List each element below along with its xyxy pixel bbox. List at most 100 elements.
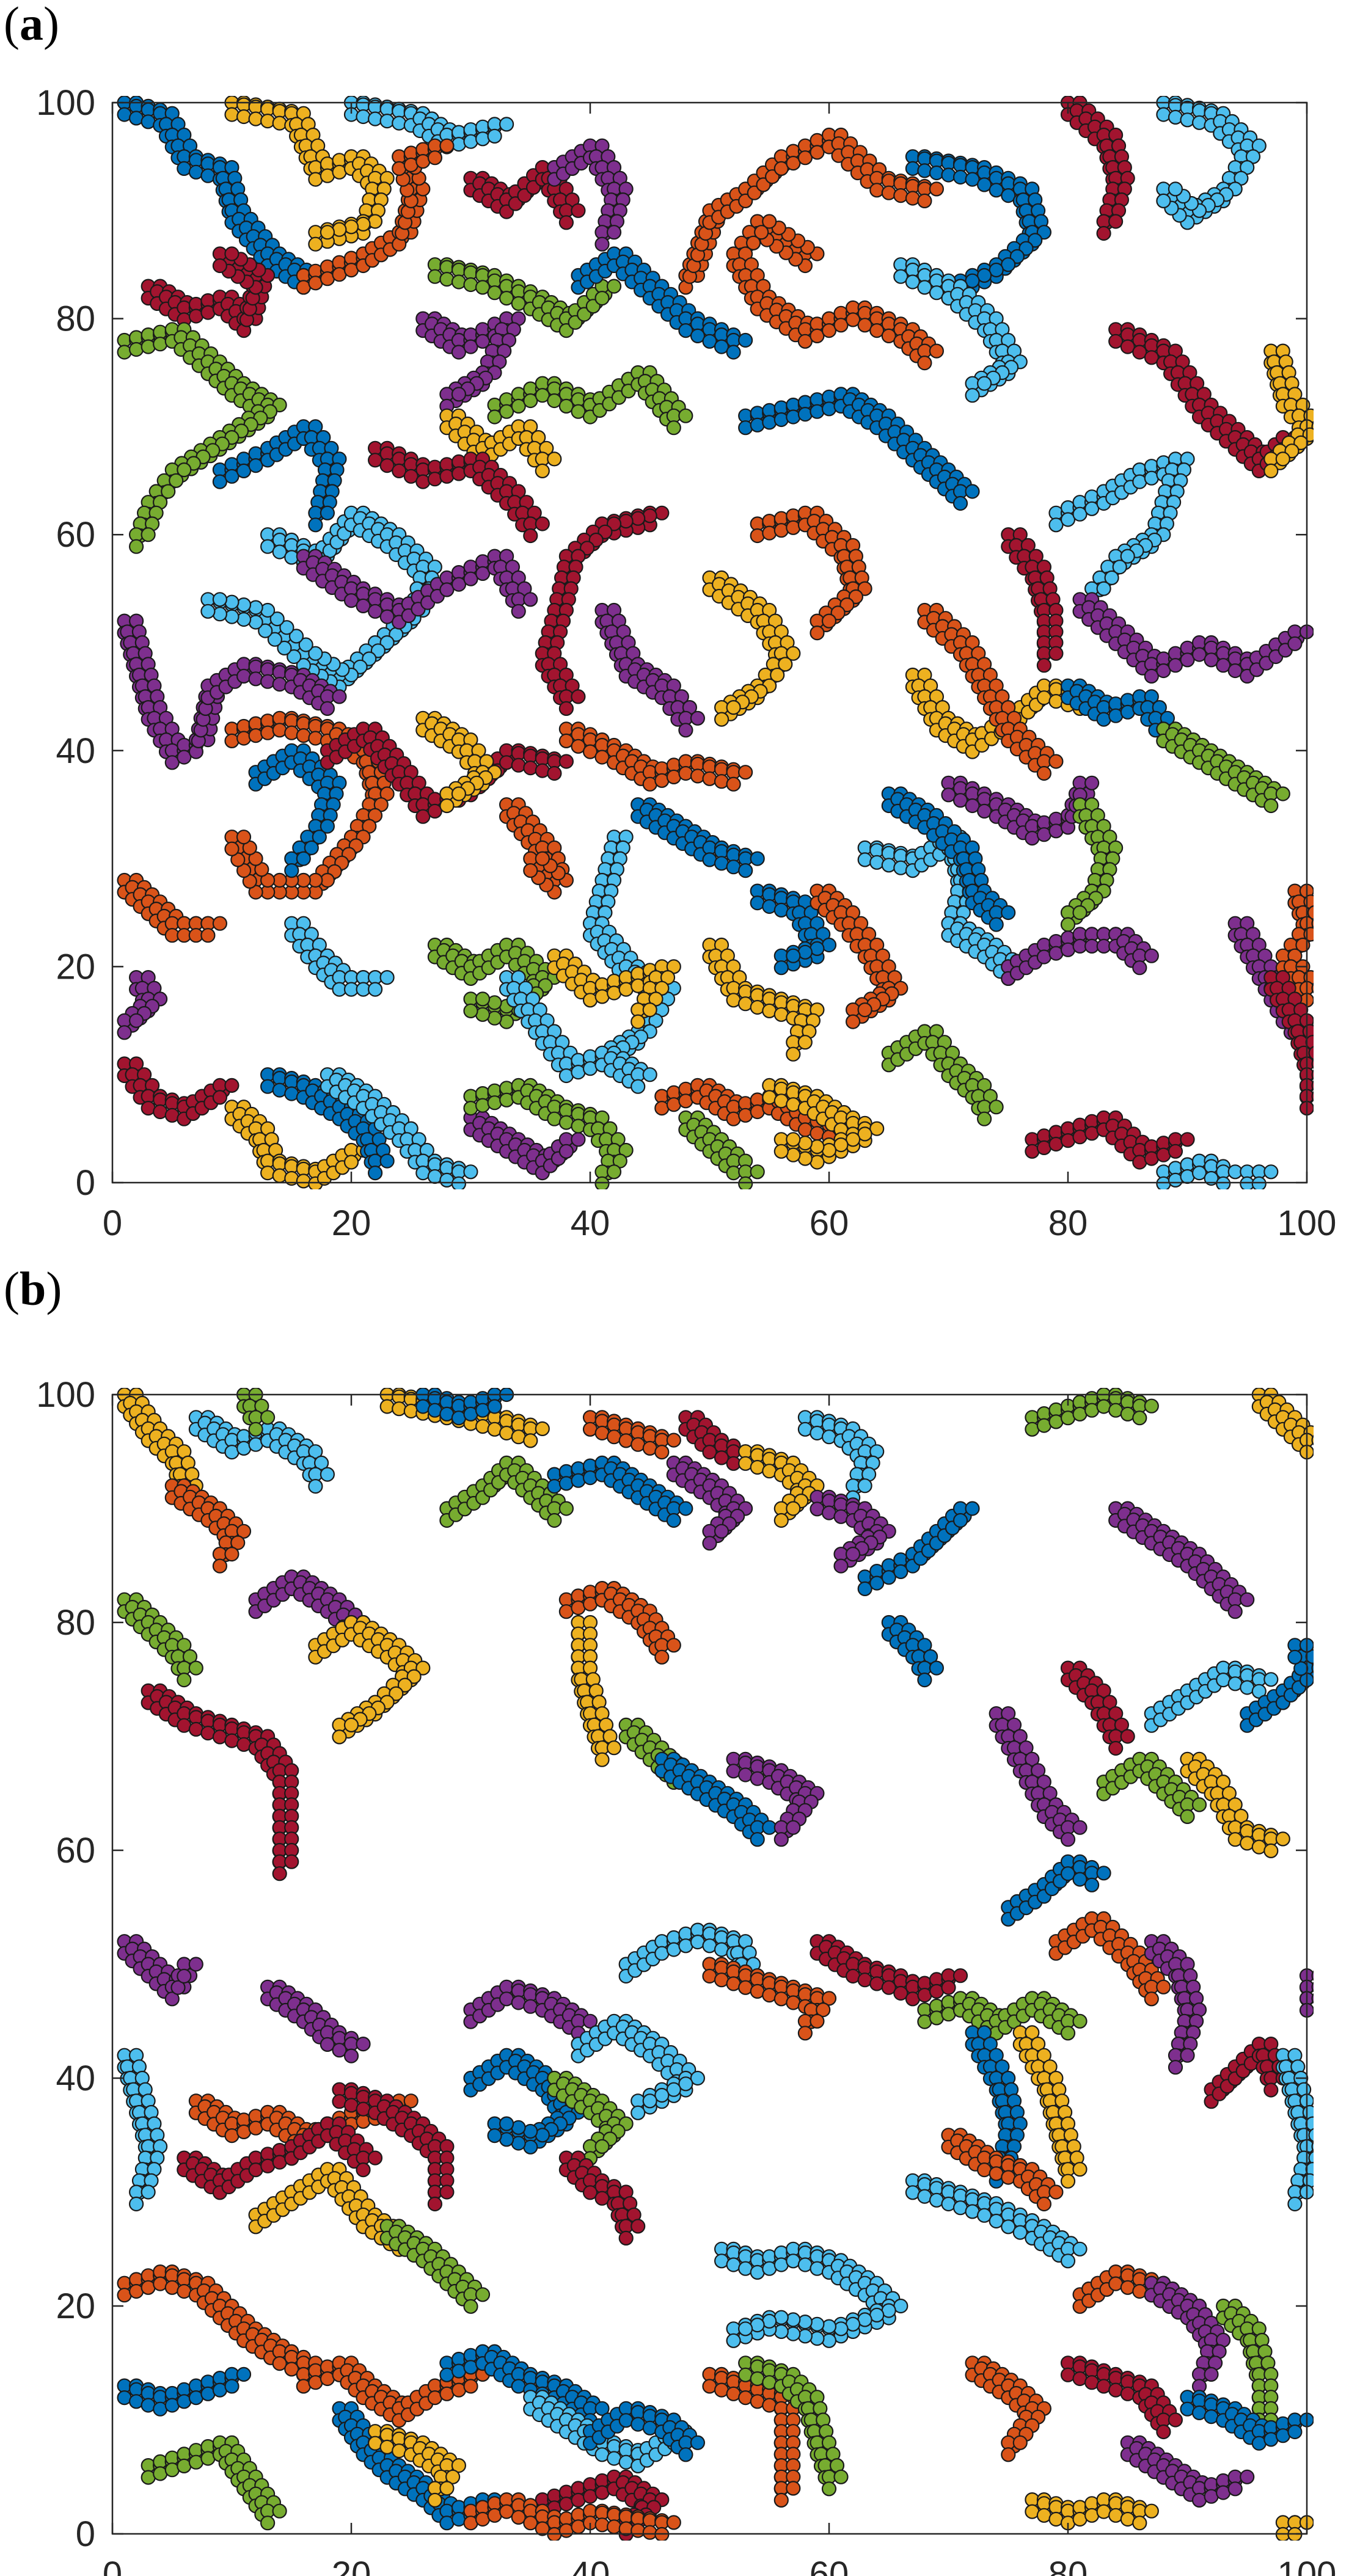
data-point xyxy=(379,609,395,624)
data-point xyxy=(248,600,263,615)
data-point xyxy=(810,625,825,641)
cluster-green xyxy=(881,1024,1004,1126)
data-point xyxy=(511,296,526,311)
data-point xyxy=(582,1470,598,1486)
data-point xyxy=(917,355,932,371)
data-point xyxy=(236,611,252,627)
data-point xyxy=(439,272,455,287)
data-point xyxy=(236,668,252,684)
cluster-orange xyxy=(558,721,753,792)
data-point xyxy=(702,771,717,786)
data-point xyxy=(463,1003,478,1019)
cluster-blue xyxy=(631,797,765,878)
data-point xyxy=(965,1501,980,1516)
data-point xyxy=(810,328,825,344)
data-point xyxy=(754,225,769,240)
data-point xyxy=(475,131,491,147)
data-point xyxy=(1311,1037,1314,1048)
data-point xyxy=(773,523,789,538)
data-point xyxy=(1036,765,1052,781)
data-point xyxy=(451,137,467,152)
data-point xyxy=(750,528,765,544)
data-point xyxy=(260,1165,276,1181)
cluster-purple xyxy=(594,602,706,738)
data-point xyxy=(523,592,538,607)
data-point xyxy=(260,674,276,689)
data-point xyxy=(164,755,180,770)
cluster-green xyxy=(678,1110,765,1189)
data-point xyxy=(487,1399,502,1414)
data-point xyxy=(750,1832,765,1847)
x-tick-label: 60 xyxy=(810,1203,849,1243)
cluster-orange xyxy=(810,883,908,1029)
data-point xyxy=(487,409,502,425)
cluster-orange xyxy=(678,127,945,295)
data-point xyxy=(260,539,276,554)
data-point xyxy=(1240,1592,1255,1607)
data-point xyxy=(1168,109,1183,125)
data-point xyxy=(320,701,335,717)
data-point xyxy=(1227,1604,1243,1619)
data-point xyxy=(606,1740,622,1756)
data-point xyxy=(547,451,562,467)
data-point xyxy=(606,225,622,240)
panel-b-label-close: ) xyxy=(46,1262,62,1315)
data-point xyxy=(463,339,478,354)
data-point xyxy=(833,318,849,333)
cluster-orange xyxy=(296,138,455,295)
data-point xyxy=(523,393,538,409)
data-point xyxy=(642,1002,657,1018)
data-point xyxy=(141,527,156,542)
panel-b-label-letter: b xyxy=(19,1262,46,1315)
data-point xyxy=(535,763,550,778)
data-point xyxy=(558,1476,574,1491)
data-point xyxy=(212,1558,227,1574)
data-point xyxy=(129,1013,144,1028)
data-point xyxy=(869,855,885,870)
data-point xyxy=(296,728,311,743)
data-point xyxy=(296,1173,311,1189)
data-point xyxy=(917,193,932,208)
data-point xyxy=(1048,754,1064,769)
cluster-green xyxy=(117,1592,203,1688)
data-point xyxy=(272,115,287,131)
cluster-cyan xyxy=(1156,96,1267,230)
data-point xyxy=(248,671,263,687)
data-point xyxy=(1120,1729,1135,1744)
x-tick-label: 100 xyxy=(1278,1203,1337,1243)
data-point xyxy=(475,1098,491,1113)
data-point xyxy=(535,1421,550,1436)
data-point xyxy=(1180,112,1195,128)
data-point xyxy=(332,1729,347,1745)
data-point xyxy=(1048,646,1064,661)
cluster-red xyxy=(141,1683,299,1881)
data-point xyxy=(1263,798,1279,814)
data-point xyxy=(463,1164,478,1180)
data-point xyxy=(451,466,467,481)
data-point xyxy=(773,960,789,976)
data-point xyxy=(141,339,156,354)
data-point xyxy=(260,1410,276,1425)
data-point xyxy=(631,511,646,526)
data-point xyxy=(487,128,502,144)
data-point xyxy=(212,474,227,489)
panel-a-label-close: ) xyxy=(43,0,59,50)
data-point xyxy=(284,725,299,740)
data-point xyxy=(905,191,921,206)
data-point xyxy=(726,699,741,715)
data-point xyxy=(523,1433,538,1448)
data-point xyxy=(475,1419,491,1434)
cluster-cyan xyxy=(1240,1164,1279,1189)
data-point xyxy=(439,582,455,597)
cluster-green xyxy=(1156,721,1290,814)
cluster-blue xyxy=(212,419,347,533)
data-point xyxy=(269,611,285,627)
data-point xyxy=(451,786,467,801)
cluster-yellow xyxy=(738,1444,825,1528)
data-point xyxy=(547,393,562,409)
data-point xyxy=(320,225,335,240)
x-tick-label: 20 xyxy=(332,1203,371,1243)
cluster-yellow xyxy=(439,408,562,479)
data-point xyxy=(857,318,872,333)
